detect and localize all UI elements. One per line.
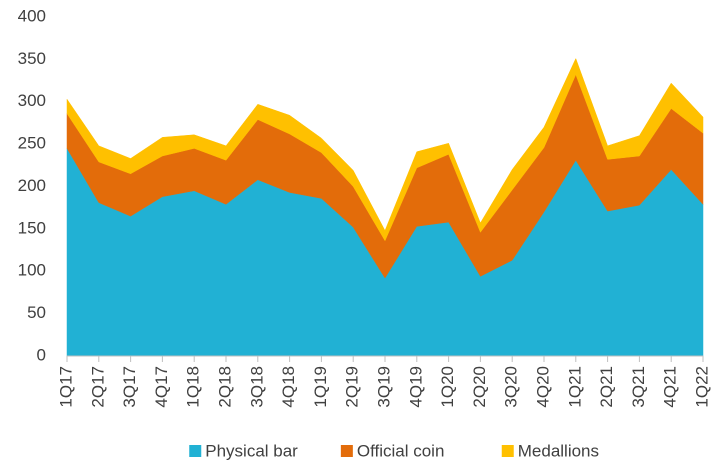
legend: Physical bar Official coin Medallions: [189, 441, 599, 460]
x-tick-label: 1Q19: [311, 366, 330, 408]
area: [66, 57, 704, 242]
legend-swatch: [189, 445, 202, 457]
y-tick-label: 0: [37, 345, 46, 364]
x-tick-label: 2Q17: [88, 366, 107, 408]
x-tick-label: 4Q21: [661, 366, 680, 408]
x-tick-label: 2Q21: [597, 366, 616, 408]
y-tick-label: 100: [18, 261, 46, 280]
x-tick-label: 3Q18: [247, 366, 266, 408]
x-tick-label: 3Q21: [629, 366, 648, 408]
legend-swatch: [340, 445, 353, 457]
x-tick-label: 1Q20: [438, 366, 457, 408]
x-tick-label: 4Q19: [406, 366, 425, 408]
x-tick-label: 2Q18: [215, 366, 234, 408]
x-tick-label: 1Q21: [565, 366, 584, 408]
y-tick-label: 350: [18, 49, 46, 68]
legend-label: Physical bar: [205, 441, 298, 460]
y-tick-label: 50: [27, 303, 46, 322]
legend-label: Medallions: [518, 441, 599, 460]
y-tick-label: 150: [18, 218, 46, 237]
legend-swatch: [501, 445, 514, 457]
x-tick-label: 1Q22: [692, 366, 711, 408]
y-tick-label: 250: [18, 134, 46, 153]
y-tick-label: 300: [18, 91, 46, 110]
x-tick-label: 3Q20: [502, 366, 521, 408]
x-tick-label: 4Q18: [279, 366, 298, 408]
x-tick-label: 4Q20: [533, 366, 552, 408]
x-tick-label: 3Q17: [120, 366, 139, 408]
y-tick-label: 200: [18, 176, 46, 195]
x-tick-label: 2Q19: [343, 366, 362, 408]
x-tick-label: 3Q19: [374, 366, 393, 408]
y-tick-label: 400: [18, 6, 46, 25]
x-tick-label: 2Q20: [470, 366, 489, 408]
x-tick-label: 1Q18: [184, 366, 203, 408]
x-tick-label: 4Q17: [152, 366, 171, 408]
x-tick-label: 1Q17: [56, 366, 75, 408]
legend-label: Official coin: [357, 441, 445, 460]
